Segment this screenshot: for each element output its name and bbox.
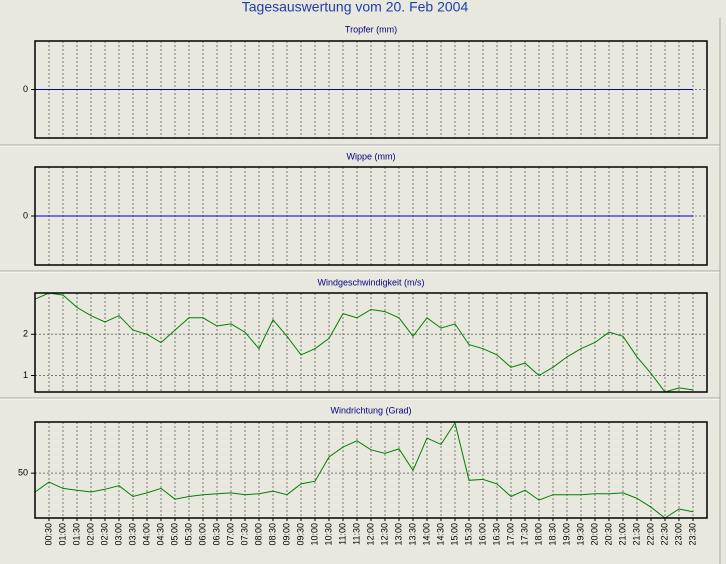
x-tick-label: 07:30	[239, 523, 249, 546]
x-tick-label: 08:00	[253, 523, 263, 546]
x-tick-label: 13:00	[393, 523, 403, 546]
x-tick-label: 18:00	[533, 523, 543, 546]
x-tick-label: 03:00	[113, 523, 123, 546]
y-tick-label: 0	[23, 84, 28, 94]
x-tick-label: 21:30	[631, 523, 641, 546]
x-tick-label: 16:00	[477, 523, 487, 546]
x-tick-label: 06:00	[197, 523, 207, 546]
x-tick-label: 20:30	[603, 523, 613, 546]
y-tick-label: 0	[23, 210, 28, 220]
x-tick-label: 18:30	[547, 523, 557, 546]
panel-title: Windrichtung (Grad)	[330, 405, 411, 415]
data-line	[34, 292, 694, 393]
y-tick-label: 50	[18, 468, 28, 478]
x-tick-label: 12:30	[379, 523, 389, 546]
x-tick-label: 22:30	[659, 523, 669, 546]
x-tick-label: 19:30	[575, 523, 585, 546]
x-tick-label: 14:30	[435, 523, 445, 546]
y-tick-label: 2	[23, 329, 28, 339]
x-tick-label: 04:30	[155, 523, 165, 546]
y-tick-label: 1	[23, 370, 28, 380]
x-tick-label: 02:00	[85, 523, 95, 546]
x-tick-label: 04:00	[141, 523, 151, 546]
x-tick-label: 09:30	[295, 523, 305, 546]
x-tick-label: 12:00	[365, 523, 375, 546]
panel-title: Wippe (mm)	[347, 151, 396, 161]
x-tick-label: 10:00	[309, 523, 319, 546]
plot-frame	[34, 40, 708, 139]
x-tick-label: 13:30	[407, 523, 417, 546]
x-tick-label: 19:00	[561, 523, 571, 546]
x-tick-label: 00:30	[43, 523, 53, 546]
x-tick-label: 02:30	[99, 523, 109, 546]
x-tick-label: 21:00	[617, 523, 627, 546]
x-tick-label: 17:30	[519, 523, 529, 546]
x-tick-label: 06:30	[211, 523, 221, 546]
panel-title: Tropfer (mm)	[345, 24, 397, 34]
plot-frame	[34, 166, 708, 266]
x-tick-label: 07:00	[225, 523, 235, 546]
x-tick-label: 23:30	[687, 523, 697, 546]
x-tick-label: 17:00	[505, 523, 515, 546]
x-tick-label: 11:00	[337, 523, 347, 545]
x-tick-label: 20:00	[589, 523, 599, 546]
x-tick-label: 05:00	[169, 523, 179, 546]
x-tick-label: 14:00	[421, 523, 431, 546]
x-tick-label: 10:30	[323, 523, 333, 546]
x-tick-label: 11:30	[351, 523, 361, 545]
data-line	[34, 421, 694, 519]
x-tick-label: 08:30	[267, 523, 277, 546]
x-tick-label: 22:00	[645, 523, 655, 546]
x-tick-label: 09:00	[281, 523, 291, 546]
x-tick-label: 15:30	[463, 523, 473, 546]
x-tick-label: 23:00	[673, 523, 683, 546]
page-title: Tagesauswertung vom 20. Feb 2004	[242, 0, 469, 15]
x-tick-label: 03:30	[127, 523, 137, 546]
x-tick-label: 15:00	[449, 523, 459, 546]
x-tick-label: 01:00	[57, 523, 67, 546]
plot-frame	[34, 292, 708, 393]
panel-title: Windgeschwindigkeit (m/s)	[317, 277, 424, 287]
x-tick-label: 16:30	[491, 523, 501, 546]
x-tick-label: 05:30	[183, 523, 193, 546]
x-tick-label: 01:30	[71, 523, 81, 546]
